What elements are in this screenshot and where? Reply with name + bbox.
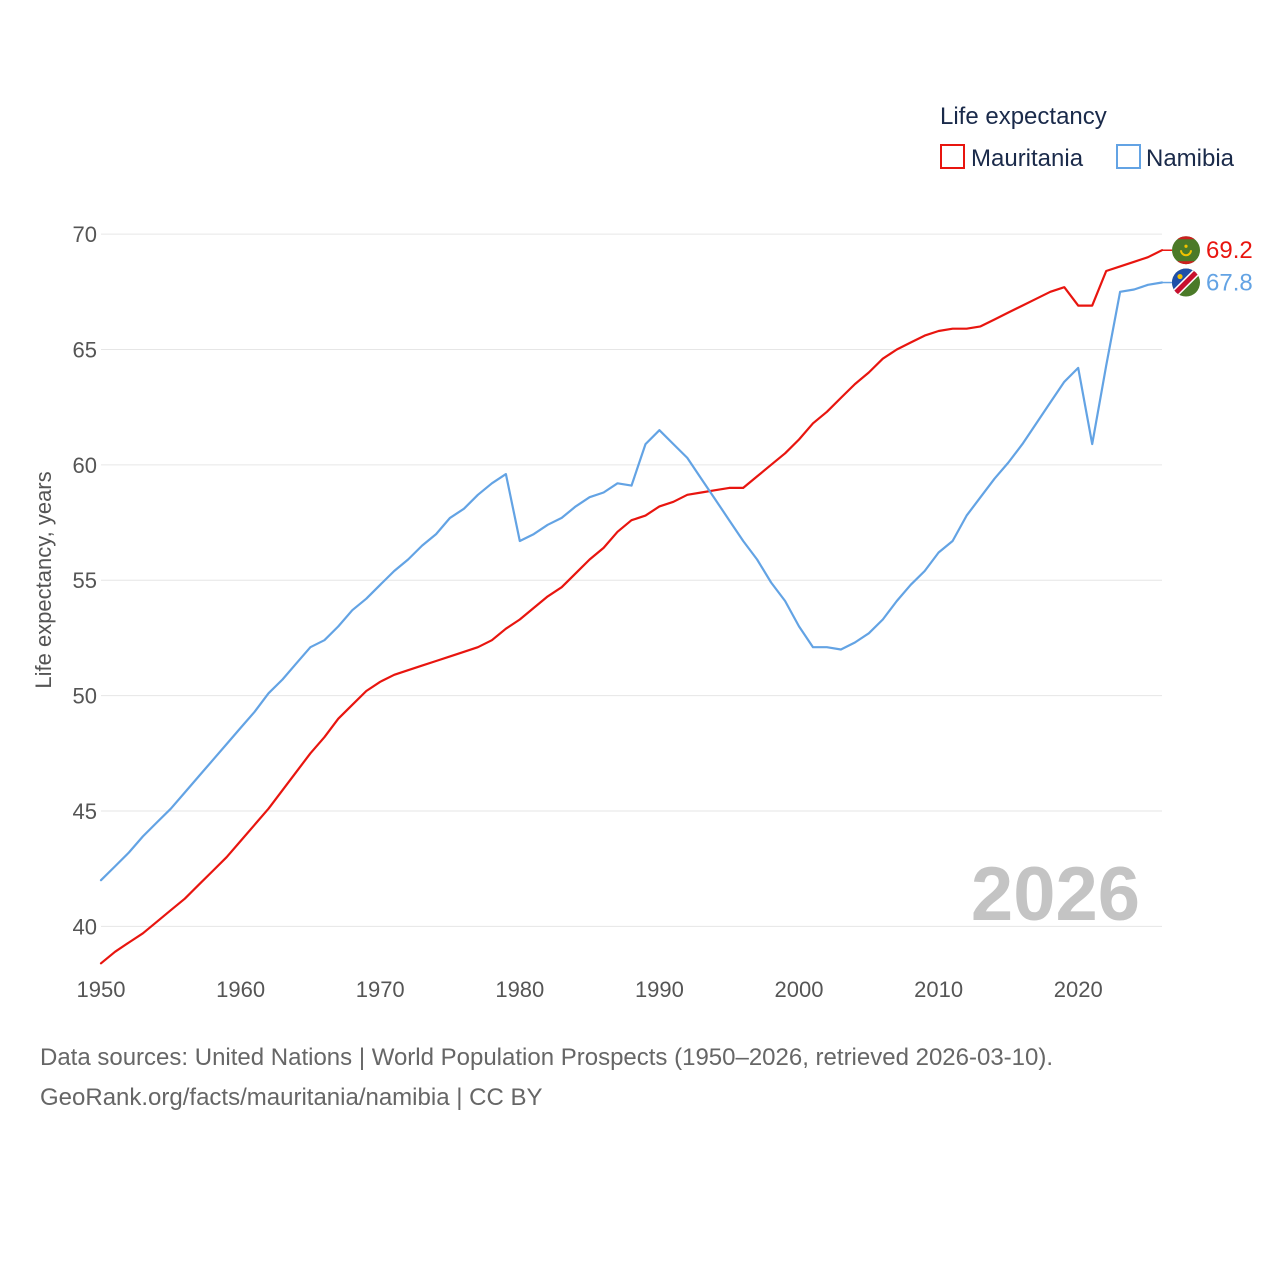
legend-label-namibia: Namibia	[1146, 145, 1235, 172]
series-line-mauritania[interactable]	[99, 249, 1164, 965]
legend-label-mauritania: Mauritania	[971, 145, 1084, 172]
y-tick-label-45: 45	[73, 799, 97, 824]
year-watermark: 2026	[971, 852, 1140, 937]
y-tick-label-55: 55	[73, 568, 97, 593]
legend-swatch-mauritania	[940, 144, 965, 169]
end-label-namibia: 67.8	[1206, 270, 1253, 297]
grid-lines	[101, 233, 1162, 927]
mauritania-flag-icon	[1172, 236, 1200, 265]
y-tick-label-60: 60	[73, 453, 97, 478]
source-link[interactable]: GeoRank.org/facts/mauritania/namibia | C…	[40, 1084, 543, 1111]
x-tick-label-1950: 1950	[77, 977, 126, 1002]
legend-swatch-namibia	[1116, 144, 1141, 169]
y-tick-label-40: 40	[73, 914, 97, 939]
y-tick-label-70: 70	[73, 222, 97, 247]
x-tick-label-1960: 1960	[216, 977, 265, 1002]
x-tick-label-1980: 1980	[495, 977, 544, 1002]
series-end-markers: 69.2 67.8	[1162, 236, 1253, 297]
y-axis-ticks: 40 45 50 55 60 65 70	[73, 222, 97, 939]
y-axis-title: Life expectancy, years	[31, 471, 56, 688]
x-axis-ticks: 1950 1960 1970 1980 1990 2000 2010 2020	[77, 977, 1103, 1002]
x-tick-label-1970: 1970	[356, 977, 405, 1002]
y-tick-label-65: 65	[73, 337, 97, 362]
legend-item-namibia[interactable]: Namibia	[1116, 144, 1235, 172]
namibia-flag-icon	[1172, 268, 1200, 297]
x-tick-label-2010: 2010	[914, 977, 963, 1002]
legend-title: Life expectancy	[940, 103, 1107, 130]
legend-item-mauritania[interactable]: Mauritania	[940, 144, 1084, 172]
x-tick-label-1990: 1990	[635, 977, 684, 1002]
x-tick-label-2000: 2000	[775, 977, 824, 1002]
y-tick-label-50: 50	[73, 684, 97, 709]
legend: Life expectancy Mauritania Namibia	[940, 103, 1235, 172]
end-label-mauritania: 69.2	[1206, 237, 1253, 264]
series-lines	[99, 249, 1164, 965]
x-tick-label-2020: 2020	[1054, 977, 1103, 1002]
source-credit: Data sources: United Nations | World Pop…	[40, 1044, 1054, 1071]
series-line-namibia[interactable]	[99, 281, 1164, 882]
